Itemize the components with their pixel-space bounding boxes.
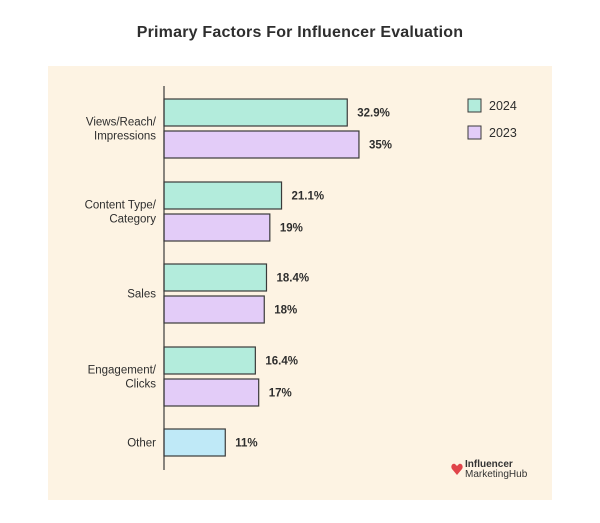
category-label-2-line-0: Sales: [127, 289, 156, 301]
bar-chart: 32.9% 35% Views/Reach/Impressions 21.1% 19% C…: [85, 86, 517, 470]
category-4-bar: [163, 428, 226, 457]
category-4-value-label: 11%: [235, 438, 257, 450]
category-1-series-2023-value-label: 19%: [280, 223, 303, 235]
category-2-series-2024-bar: [163, 263, 268, 292]
brand-name-line2: MarketingHub: [465, 469, 528, 480]
category-label-0-line-0: Views/Reach/: [86, 117, 157, 129]
category-label-1-line-0: Content Type/: [85, 200, 157, 212]
category-0-series-2023-bar: [163, 130, 360, 159]
category-label-3-line-1: Clicks: [125, 379, 156, 391]
category-2-series-2024-value-label: 18.4%: [276, 273, 309, 285]
category-3-series-2024-value-label: 16.4%: [265, 356, 298, 368]
category-label-0-line-1: Impressions: [94, 131, 156, 143]
category-2-series-2023-value-label: 18%: [274, 305, 297, 317]
brand-name-line1: Influencer: [465, 459, 513, 470]
heart-logo-icon: [451, 463, 463, 475]
brand-logo: Influencer MarketingHub: [451, 459, 551, 481]
category-0-series-2024-bar: [163, 98, 348, 127]
category-0-series-2024-value-label: 32.9%: [357, 108, 390, 120]
chart-title: Primary Factors For Influencer Evaluatio…: [136, 24, 464, 41]
category-3-series-2023-bar: [163, 378, 260, 407]
category-2-series-2023-bar: [163, 295, 265, 324]
category-label-4-line-0: Other: [127, 438, 156, 450]
legend-swatch-2023: [467, 125, 482, 140]
legend-label-2023: 2023: [489, 126, 517, 140]
category-3-series-2024-bar: [163, 346, 256, 375]
legend-swatch-2024: [467, 98, 482, 113]
category-3-series-2023-value-label: 17%: [269, 388, 292, 400]
category-1-series-2024-value-label: 21.1%: [292, 191, 325, 203]
category-label-3-line-0: Engagement/: [88, 365, 157, 377]
chart-panel: 32.9% 35% Views/Reach/Impressions 21.1% 19% C…: [48, 66, 552, 500]
category-1-series-2024-bar: [163, 181, 283, 210]
category-1-series-2023-bar: [163, 213, 271, 242]
category-0-series-2023-value-label: 35%: [369, 140, 392, 152]
legend-label-2024: 2024: [489, 99, 517, 113]
category-label-1-line-1: Category: [109, 214, 156, 226]
